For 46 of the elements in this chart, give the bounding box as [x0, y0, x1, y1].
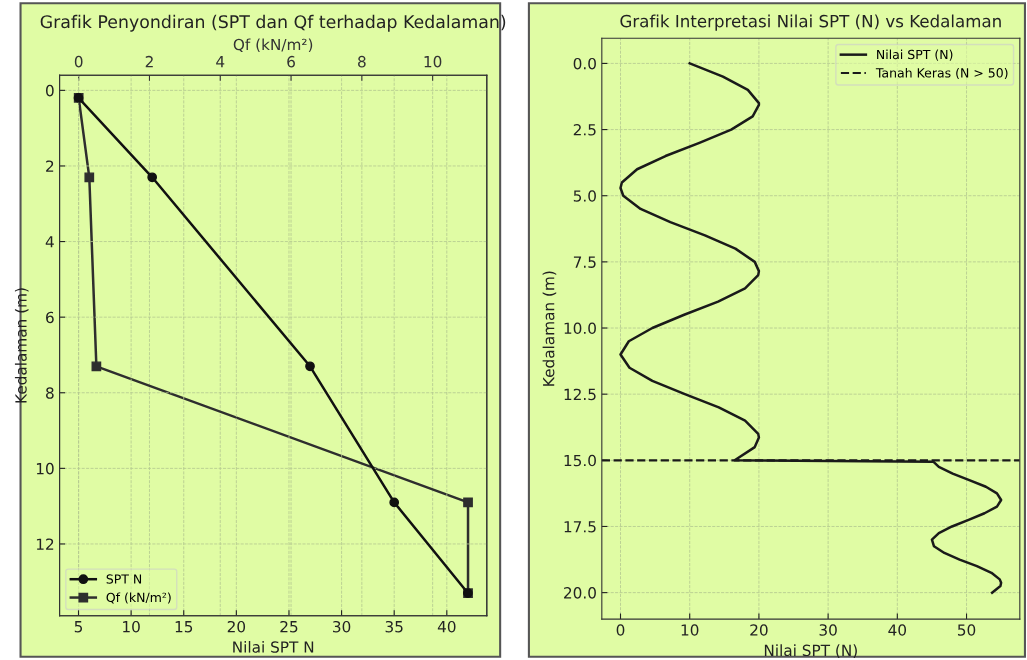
x-tick-label: 35	[385, 620, 403, 633]
y-tick-label: 5.0	[573, 190, 596, 202]
x2-tick-label: 6	[287, 55, 295, 68]
x2-tick-label: 0	[74, 55, 83, 68]
y-axis-title: Kedalaman (m)	[542, 271, 557, 386]
x-tick-label: 30	[819, 624, 837, 636]
x2-tick-label: 4	[216, 56, 225, 68]
legend-label: Tanah Keras (N > 50)	[875, 67, 1008, 80]
x-tick-label: 0	[616, 624, 625, 636]
x-tick-label: 40	[888, 624, 907, 636]
y-tick-label: 8	[46, 387, 54, 399]
x-tick-label: 40	[437, 620, 456, 633]
y-tick-label: 0.0	[573, 57, 596, 70]
x-tick-label: 15	[175, 621, 193, 633]
y-tick-label: 10	[36, 462, 54, 475]
chart-title: Grafik Interpretasi Nilai SPT (N) vs Kedalaman	[620, 14, 1001, 31]
x2-tick-label: 10	[424, 55, 442, 68]
y-tick-label: 10.0	[564, 322, 596, 335]
legend-label: Qf (kN/m²)	[106, 592, 171, 604]
x-tick-label: 50	[957, 624, 976, 636]
x-axis-title: Nilai SPT N	[233, 640, 314, 653]
y-tick-label: 12.5	[564, 388, 596, 401]
x2-tick-label: 8	[358, 55, 366, 68]
legend-label: Nilai SPT (N)	[877, 49, 953, 61]
x2-axis-title: Qf (kN/m²)	[233, 38, 313, 53]
y-tick-label: 0	[45, 84, 54, 97]
y-tick-label: 4	[45, 236, 54, 248]
x-tick-label: 5	[74, 621, 83, 633]
x-tick-label: 25	[280, 620, 298, 633]
y-tick-label: 2.5	[573, 124, 596, 136]
y-tick-label: 15.0	[564, 454, 596, 467]
y-tick-label: 12	[36, 538, 54, 550]
y-tick-label: 7.5	[573, 256, 596, 268]
x-axis-title: Nilai SPT (N)	[764, 644, 857, 658]
x-tick-label: 10	[123, 620, 140, 633]
y-tick-label: 17.5	[564, 521, 596, 533]
legend-label: SPT N	[106, 574, 142, 584]
x2-tick-label: 2	[145, 55, 153, 68]
y-tick-label: 6	[46, 311, 54, 324]
y-tick-label: 20.0	[564, 587, 596, 599]
y-axis-title: Kedalaman (m)	[14, 288, 29, 403]
y-tick-label: 2	[46, 160, 54, 172]
x-tick-label: 20	[227, 620, 246, 633]
x-tick-label: 20	[750, 624, 768, 636]
x-tick-label: 30	[333, 620, 351, 633]
x-tick-label: 10	[681, 624, 699, 636]
